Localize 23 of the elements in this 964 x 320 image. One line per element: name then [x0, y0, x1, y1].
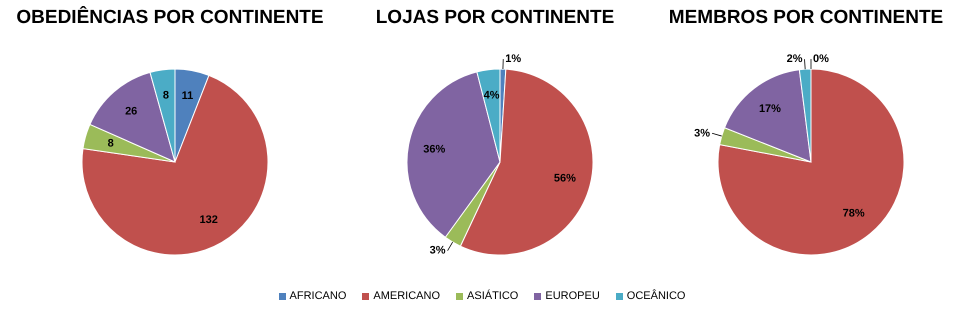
- data-label: 3%: [430, 244, 446, 257]
- data-label: 132: [199, 214, 218, 226]
- slice-label: MEMBROS POR CONTINENTE: [668, 6, 944, 30]
- legend-label: EUROPEU: [545, 290, 600, 302]
- slice-label: LOJAS POR CONTINENTE: [374, 6, 616, 30]
- legend-label: OCEÂNICO: [626, 290, 686, 302]
- text: 0%: [813, 53, 829, 65]
- slice-label: OBEDIÊNCIAS POR CONTINENTE: [15, 5, 325, 30]
- data-label: 8: [162, 90, 169, 102]
- data-label: 36%: [423, 143, 446, 156]
- data-label: 11: [182, 90, 194, 102]
- data-label: 1%: [505, 53, 522, 66]
- legend-label: ASIÁTICO: [467, 290, 518, 302]
- data-label: 4%: [484, 90, 500, 102]
- data-label: 2%: [786, 53, 803, 66]
- legend-label: AFRICANO: [290, 290, 346, 302]
- data-label: 56%: [554, 172, 576, 185]
- data-label: 8: [108, 137, 114, 150]
- data-label: 3%: [694, 127, 710, 140]
- legend-label: AMERICANO: [373, 290, 440, 302]
- data-label: 26: [125, 105, 138, 118]
- data-label: 78%: [842, 208, 865, 220]
- data-label: 17%: [758, 103, 782, 116]
